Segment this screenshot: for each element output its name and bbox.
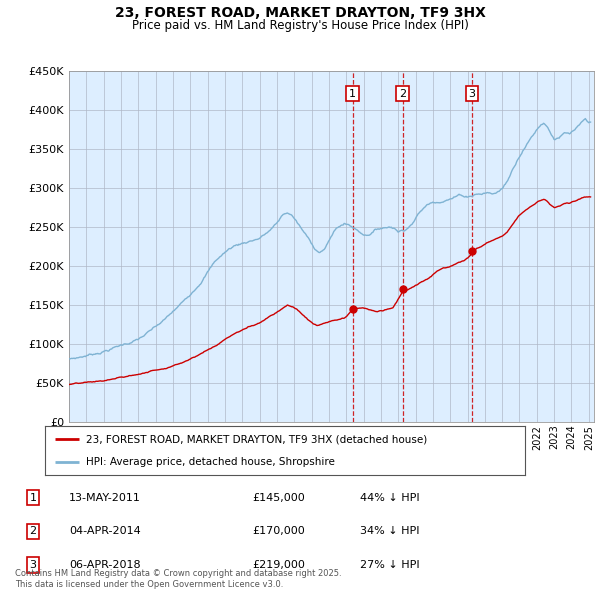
Text: 34% ↓ HPI: 34% ↓ HPI <box>360 526 419 536</box>
Text: 2: 2 <box>29 526 37 536</box>
Text: 3: 3 <box>29 560 37 570</box>
Text: 3: 3 <box>469 88 476 99</box>
Text: 44% ↓ HPI: 44% ↓ HPI <box>360 493 419 503</box>
Text: 13-MAY-2011: 13-MAY-2011 <box>69 493 141 503</box>
Text: Contains HM Land Registry data © Crown copyright and database right 2025.
This d: Contains HM Land Registry data © Crown c… <box>15 569 341 589</box>
Text: Price paid vs. HM Land Registry's House Price Index (HPI): Price paid vs. HM Land Registry's House … <box>131 19 469 32</box>
Text: HPI: Average price, detached house, Shropshire: HPI: Average price, detached house, Shro… <box>86 457 335 467</box>
Text: £219,000: £219,000 <box>252 560 305 570</box>
Text: 27% ↓ HPI: 27% ↓ HPI <box>360 560 419 570</box>
Text: 1: 1 <box>349 88 356 99</box>
Text: 2: 2 <box>399 88 406 99</box>
Text: 06-APR-2018: 06-APR-2018 <box>69 560 140 570</box>
Text: £170,000: £170,000 <box>252 526 305 536</box>
Text: 1: 1 <box>29 493 37 503</box>
Text: 23, FOREST ROAD, MARKET DRAYTON, TF9 3HX: 23, FOREST ROAD, MARKET DRAYTON, TF9 3HX <box>115 6 485 20</box>
Text: 23, FOREST ROAD, MARKET DRAYTON, TF9 3HX (detached house): 23, FOREST ROAD, MARKET DRAYTON, TF9 3HX… <box>86 434 427 444</box>
Text: £145,000: £145,000 <box>252 493 305 503</box>
Text: 04-APR-2014: 04-APR-2014 <box>69 526 141 536</box>
